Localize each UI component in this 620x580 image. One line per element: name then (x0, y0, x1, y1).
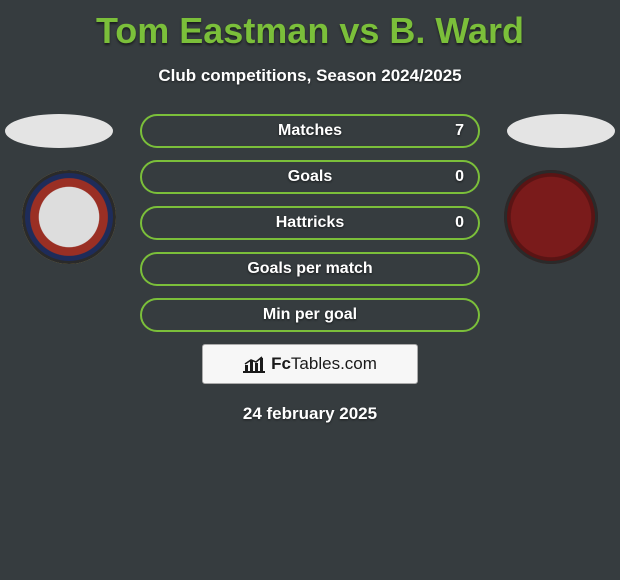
stat-row-goals-per-match: Goals per match (140, 252, 480, 286)
date-label: 24 february 2025 (0, 404, 620, 424)
stat-label: Goals per match (247, 260, 372, 278)
player-portrait-right (507, 114, 615, 148)
player-portrait-left (5, 114, 113, 148)
stat-row-matches: Matches 7 (140, 114, 480, 148)
stat-row-min-per-goal: Min per goal (140, 298, 480, 332)
brand-link[interactable]: FcTables.com (202, 344, 418, 384)
page-title: Tom Eastman vs B. Ward (0, 0, 620, 52)
stat-label: Matches (278, 122, 342, 140)
subtitle: Club competitions, Season 2024/2025 (0, 66, 620, 86)
stat-row-goals: Goals 0 (140, 160, 480, 194)
stat-label: Hattricks (276, 214, 344, 232)
stat-label: Min per goal (263, 306, 357, 324)
stat-value: 7 (455, 122, 464, 140)
stat-label: Goals (288, 168, 332, 186)
stat-value: 0 (455, 214, 464, 232)
chart-icon (243, 355, 265, 373)
stat-row-hattricks: Hattricks 0 (140, 206, 480, 240)
club-badge-left (22, 170, 116, 264)
club-badge-right (504, 170, 598, 264)
stats-list: Matches 7 Goals 0 Hattricks 0 Goals per … (140, 114, 480, 332)
stat-value: 0 (455, 168, 464, 186)
brand-text: FcTables.com (271, 354, 377, 374)
comparison-panel: Matches 7 Goals 0 Hattricks 0 Goals per … (0, 114, 620, 424)
